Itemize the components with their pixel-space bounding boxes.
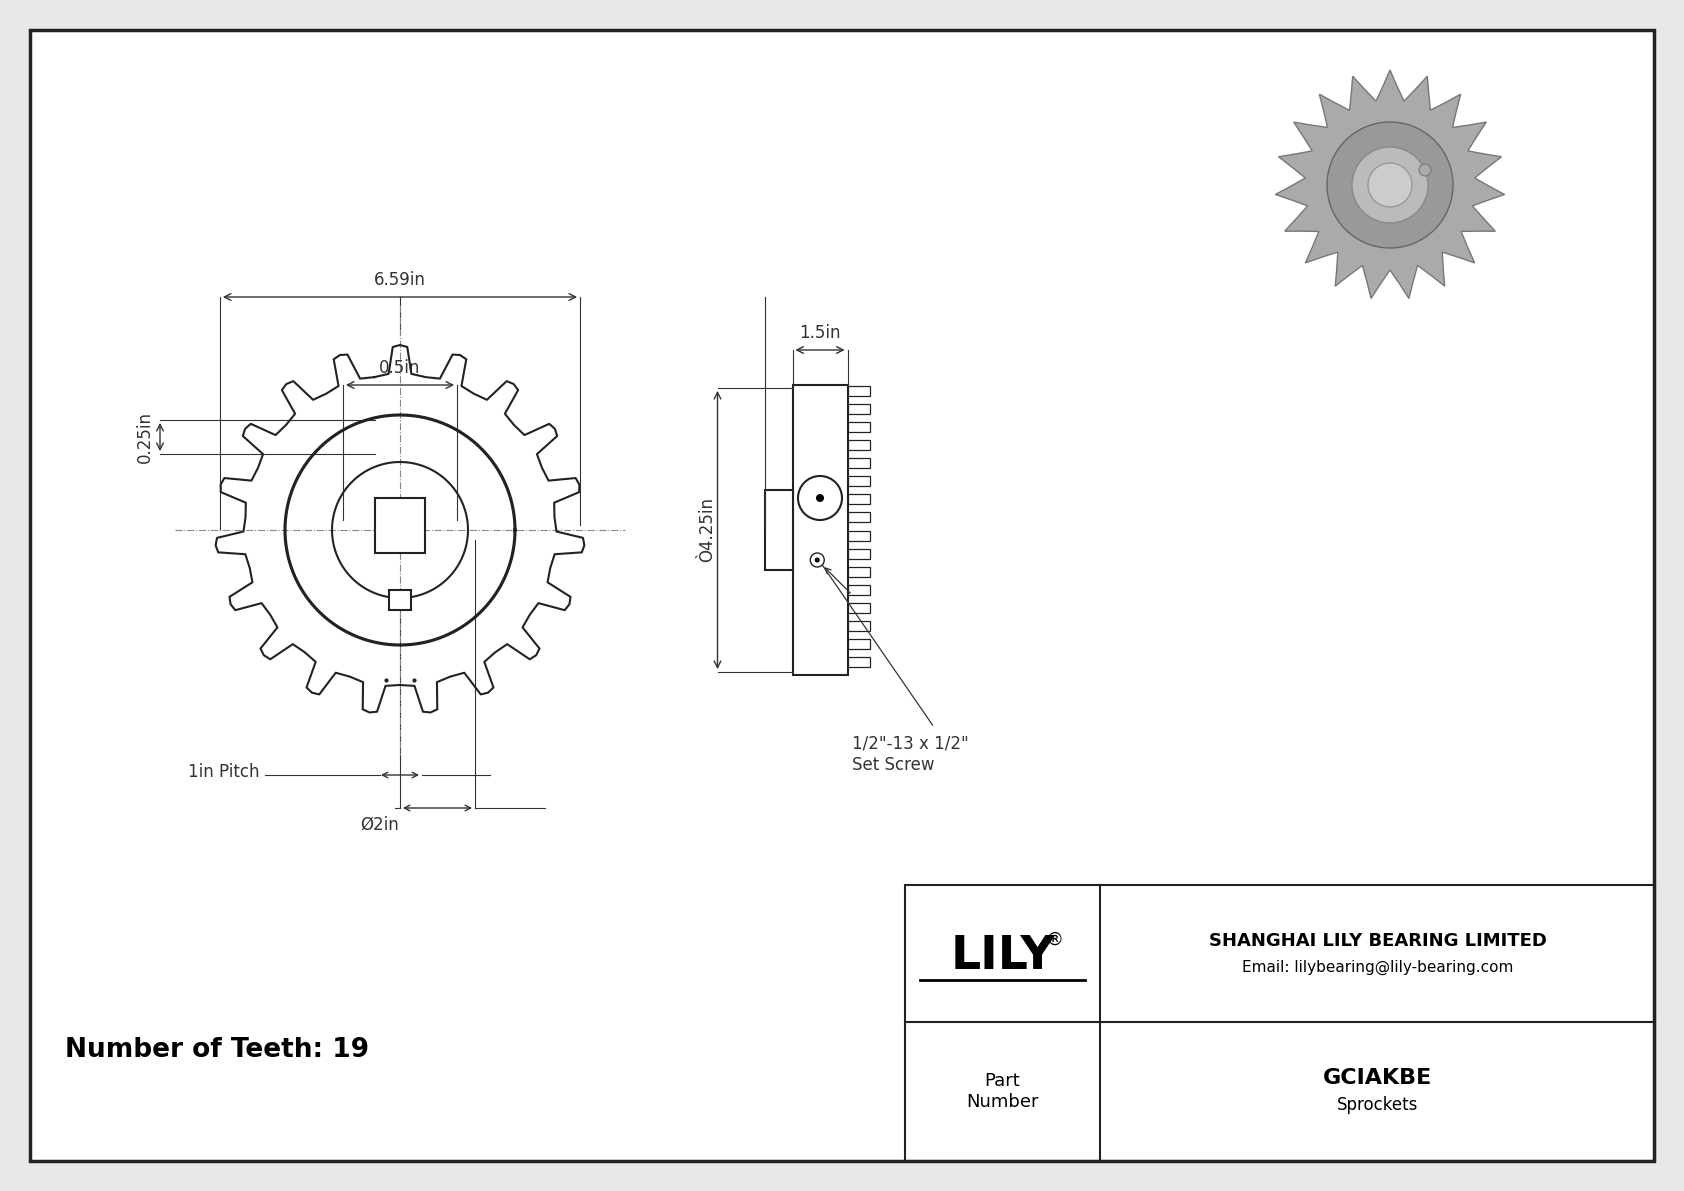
Text: 0.25in: 0.25in [136, 411, 153, 463]
Text: 1.5in: 1.5in [800, 324, 840, 342]
Bar [847, 585, 869, 594]
Text: 1/2"-13 x 1/2"
Set Screw: 1/2"-13 x 1/2" Set Screw [852, 735, 970, 774]
Polygon shape [1275, 70, 1504, 299]
Text: Ò4.25in: Ò4.25in [699, 498, 716, 562]
Bar [765, 490, 793, 570]
Bar [793, 385, 847, 675]
Bar [847, 476, 869, 486]
Bar [847, 567, 869, 576]
Bar [847, 494, 869, 504]
Text: 1in Pitch: 1in Pitch [189, 763, 259, 781]
Circle shape [1352, 146, 1428, 223]
Bar [847, 640, 869, 649]
Bar [847, 603, 869, 613]
Bar [847, 549, 869, 559]
Bar [847, 386, 869, 395]
Bar [904, 885, 1655, 1161]
Text: SHANGHAI LILY BEARING LIMITED: SHANGHAI LILY BEARING LIMITED [1209, 933, 1546, 950]
Circle shape [798, 476, 842, 520]
Circle shape [817, 494, 823, 501]
Bar [847, 459, 869, 468]
Bar [847, 512, 869, 523]
Text: Sprockets: Sprockets [1337, 1097, 1418, 1115]
Circle shape [1367, 163, 1411, 207]
Bar [847, 422, 869, 432]
Circle shape [1420, 164, 1431, 176]
Text: ®: ® [1046, 930, 1064, 948]
Text: Ø2in: Ø2in [360, 816, 399, 834]
Text: 6.59in: 6.59in [374, 272, 426, 289]
Bar [847, 530, 869, 541]
Bar [847, 404, 869, 413]
Bar [847, 439, 869, 450]
Bar [389, 590, 411, 610]
Circle shape [1327, 121, 1453, 248]
Text: Part
Number: Part Number [967, 1072, 1039, 1111]
Text: Email: lilybearing@lily-bearing.com: Email: lilybearing@lily-bearing.com [1241, 960, 1514, 975]
Bar [376, 498, 424, 553]
Text: 0.5in: 0.5in [379, 358, 421, 378]
Text: GCIAKBE: GCIAKBE [1324, 1067, 1431, 1087]
Bar [847, 622, 869, 631]
Circle shape [810, 553, 823, 567]
Text: Number of Teeth: 19: Number of Teeth: 19 [66, 1037, 369, 1064]
Bar [847, 657, 869, 667]
Circle shape [815, 557, 820, 562]
Text: LILY: LILY [950, 934, 1054, 979]
